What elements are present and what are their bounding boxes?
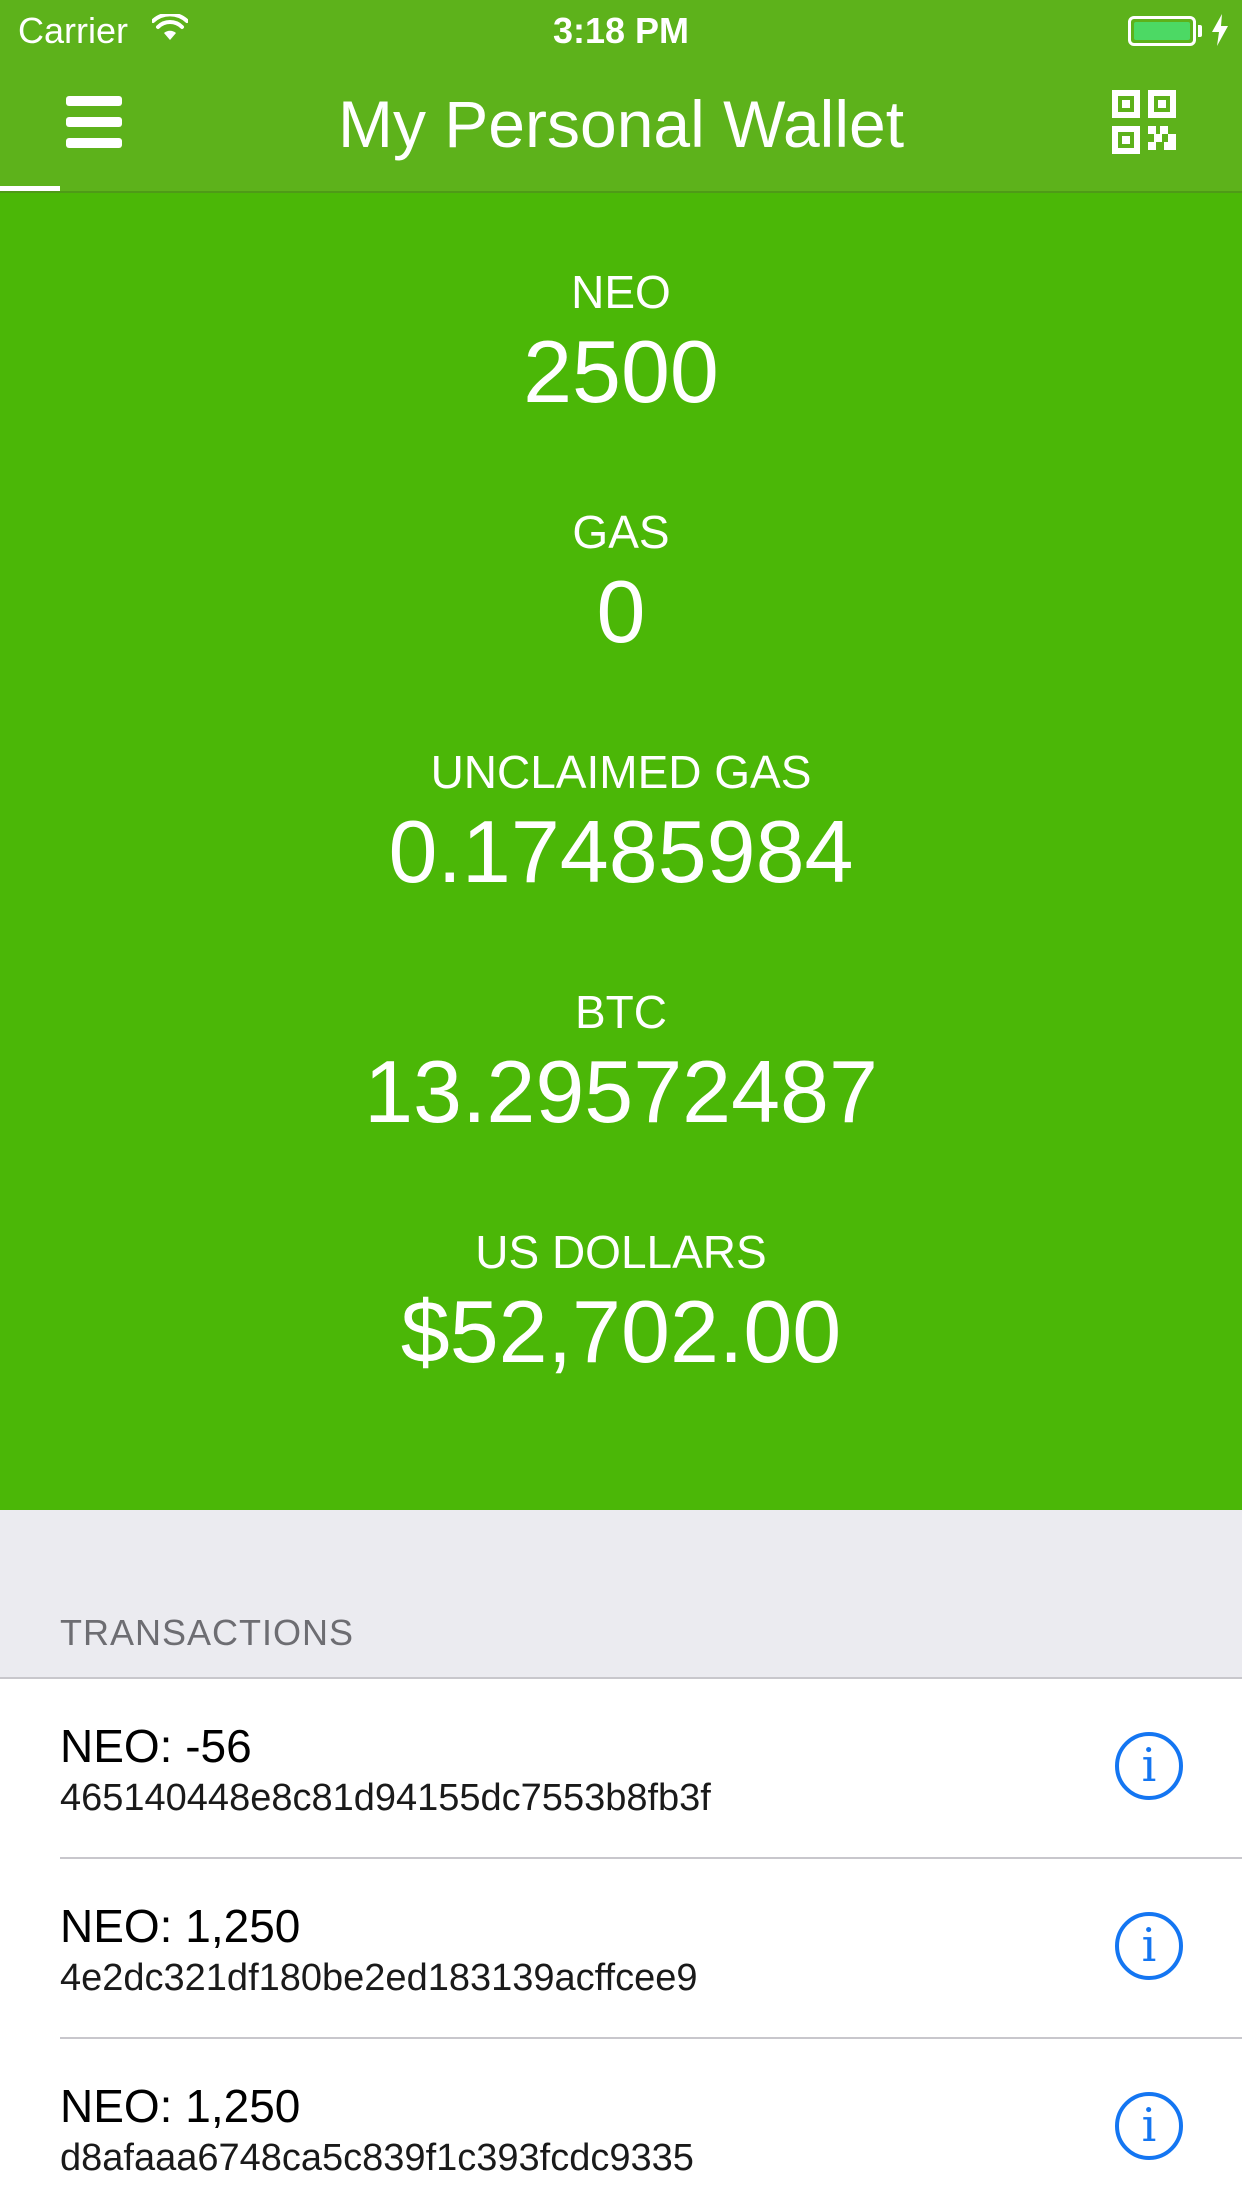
battery-icon xyxy=(1128,16,1196,46)
balance-label: BTC xyxy=(575,986,667,1038)
transaction-hash: 4e2dc321df180be2ed183139acffcee9 xyxy=(60,1957,698,1999)
transaction-amount: NEO: 1,250 xyxy=(60,2080,301,2132)
balance-value: 0 xyxy=(596,562,646,661)
balance-usd: US DOLLARS $52,702.00 xyxy=(0,1225,1242,1381)
balance-value: 13.29572487 xyxy=(364,1042,878,1141)
balance-label: UNCLAIMED GAS xyxy=(430,746,812,798)
menu-line xyxy=(66,96,122,106)
transaction-row[interactable]: NEO: -56 465140448e8c81d94155dc7553b8fb3… xyxy=(0,1679,1242,1859)
section-divider xyxy=(0,1677,1242,1679)
info-icon[interactable]: i xyxy=(1115,2092,1183,2160)
transaction-hash: d8afaaa6748ca5c839f1c393fcdc9335 xyxy=(60,2137,694,2179)
carrier-label: Carrier xyxy=(18,10,129,51)
balances-panel: NEO 2500 GAS 0 UNCLAIMED GAS 0.17485984 … xyxy=(0,193,1242,1510)
transactions-header: TRANSACTIONS xyxy=(60,1612,355,1653)
row-separator xyxy=(60,1857,1242,1859)
nav-indicator xyxy=(0,186,60,192)
info-icon[interactable]: i xyxy=(1115,1912,1183,1980)
transaction-hash: 465140448e8c81d94155dc7553b8fb3f xyxy=(60,1777,711,1819)
balance-label: NEO xyxy=(571,266,671,318)
menu-line xyxy=(66,138,122,148)
balance-btc: BTC 13.29572487 xyxy=(0,985,1242,1141)
balance-label: GAS xyxy=(572,506,670,558)
transaction-row[interactable]: NEO: 1,250 4e2dc321df180be2ed183139acffc… xyxy=(0,1859,1242,2039)
balance-value: $52,702.00 xyxy=(400,1282,842,1381)
transactions-section-header xyxy=(0,1510,1242,1678)
charging-bolt-icon xyxy=(1212,14,1228,46)
navigation-bar: Carrier 3:18 PM My Personal Wallet xyxy=(0,0,1242,193)
status-time: 3:18 PM xyxy=(552,10,690,51)
battery-level xyxy=(1134,22,1190,40)
balance-gas: GAS 0 xyxy=(0,505,1242,661)
balance-label: US DOLLARS xyxy=(475,1226,767,1278)
row-separator xyxy=(60,2037,1242,2039)
nav-divider xyxy=(0,191,1242,193)
qr-code-icon[interactable] xyxy=(1112,90,1176,154)
transaction-amount: NEO: -56 xyxy=(60,1720,252,1772)
transaction-amount: NEO: 1,250 xyxy=(60,1900,301,1952)
battery-cap xyxy=(1198,25,1202,37)
status-bar: Carrier 3:18 PM xyxy=(0,0,1242,60)
balance-unclaimed-gas: UNCLAIMED GAS 0.17485984 xyxy=(0,745,1242,901)
balance-neo: NEO 2500 xyxy=(0,265,1242,421)
info-icon[interactable]: i xyxy=(1115,1732,1183,1800)
transaction-row[interactable]: NEO: 1,250 d8afaaa6748ca5c839f1c393fcdc9… xyxy=(0,2039,1242,2208)
menu-line xyxy=(66,117,122,127)
balance-value: 0.17485984 xyxy=(388,802,854,901)
balance-value: 2500 xyxy=(523,322,719,421)
hamburger-menu-icon[interactable] xyxy=(58,92,130,152)
page-title: My Personal Wallet xyxy=(337,87,905,161)
wifi-icon xyxy=(152,14,188,40)
